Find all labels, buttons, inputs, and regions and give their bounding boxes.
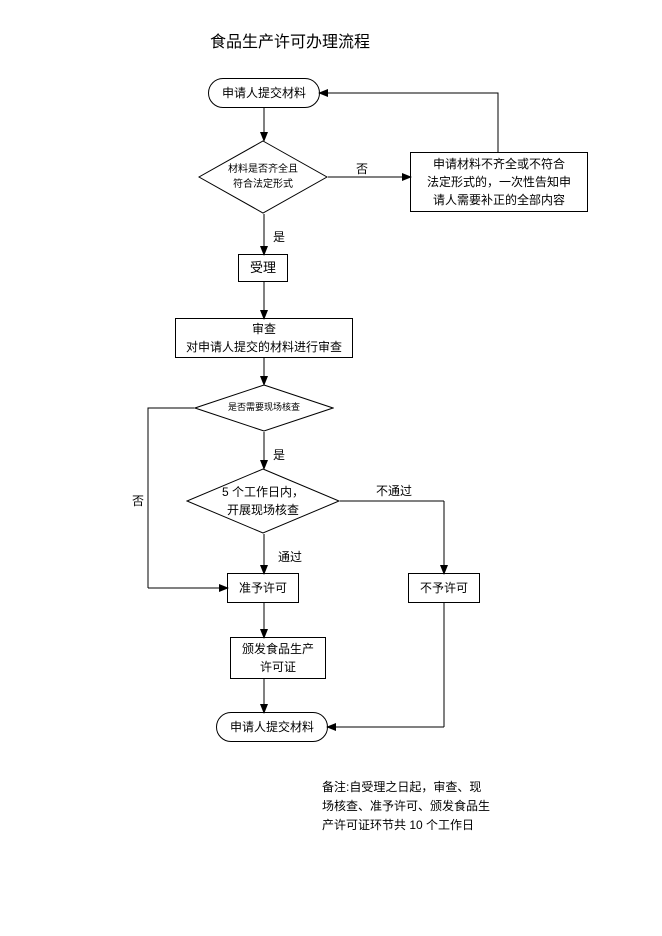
label-pass: 通过 <box>278 548 302 565</box>
node-d3: 5 个工作日内，开展现场核查 <box>186 468 340 534</box>
footnote: 备注:自受理之日起，审查、现场核查、准予许可、颁发食品生产许可证环节共 10 个… <box>322 778 492 836</box>
page-title: 食品生产许可办理流程 <box>210 28 370 52</box>
label-yes2: 是 <box>273 446 285 463</box>
node-issue: 颁发食品生产许可证 <box>230 637 326 679</box>
label-no1: 否 <box>356 160 368 177</box>
node-d2: 是否需要现场核查 <box>194 384 334 432</box>
d1-text: 材料是否齐全且符合法定形式 <box>198 140 328 214</box>
node-correction: 申请材料不齐全或不符合法定形式的，一次性告知申请人需要补正的全部内容 <box>410 152 588 212</box>
node-deny: 不予许可 <box>408 573 480 603</box>
node-grant: 准予许可 <box>227 573 299 603</box>
label-yes1: 是 <box>273 228 285 245</box>
d2-text: 是否需要现场核查 <box>194 384 334 432</box>
d3-text: 5 个工作日内，开展现场核查 <box>186 468 340 534</box>
node-end: 申请人提交材料 <box>216 712 328 742</box>
label-fail: 不通过 <box>376 482 412 499</box>
label-no2: 否 <box>132 492 144 509</box>
node-start: 申请人提交材料 <box>208 78 320 108</box>
node-d1: 材料是否齐全且符合法定形式 <box>198 140 328 214</box>
node-review: 审查对申请人提交的材料进行审查 <box>175 318 353 358</box>
node-accept: 受理 <box>238 254 288 282</box>
